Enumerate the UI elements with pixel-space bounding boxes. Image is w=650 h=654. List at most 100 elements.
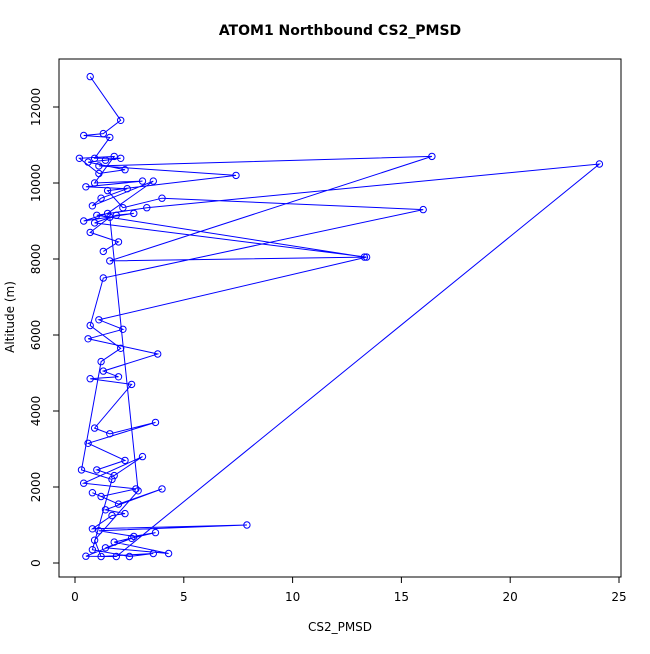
data-point — [130, 209, 138, 218]
data-point — [114, 500, 123, 508]
data-point — [103, 209, 112, 218]
data-point — [86, 72, 94, 81]
x-axis-label: CS2_PMSD — [308, 620, 372, 634]
data-point — [88, 489, 97, 497]
x-tick-label: 5 — [180, 590, 188, 604]
data-point — [121, 456, 129, 465]
data-point — [97, 552, 105, 561]
data-point — [106, 257, 114, 265]
data-point — [138, 452, 147, 461]
data-point — [112, 552, 121, 561]
data-point — [243, 521, 251, 529]
data-point — [121, 509, 129, 518]
data-point — [138, 177, 147, 185]
data-point — [90, 219, 99, 227]
data-point — [119, 204, 127, 212]
y-axis: 0 2000 4000 6000 8000 10000 12000 — [29, 88, 60, 567]
data-point — [117, 116, 125, 125]
data-point — [123, 185, 131, 193]
data-point — [130, 532, 138, 541]
data-point — [99, 129, 108, 138]
data-point — [106, 213, 114, 221]
data-point — [114, 373, 123, 381]
x-tick-label: 10 — [285, 590, 300, 604]
x-axis: 0 5 10 15 20 25 — [71, 576, 627, 604]
y-tick-label: 8000 — [29, 244, 43, 275]
data-point — [84, 158, 92, 166]
data-point — [103, 186, 112, 195]
data-point — [110, 471, 118, 480]
data-point — [80, 131, 88, 140]
data-point — [119, 325, 127, 333]
data-point — [117, 344, 125, 352]
data-point — [86, 228, 94, 237]
y-tick-label: 4000 — [29, 396, 43, 427]
chart-title: ATOM1 Northbound CS2_PMSD — [219, 23, 461, 39]
data-point — [84, 335, 92, 343]
data-point — [158, 194, 166, 202]
data-point — [114, 238, 123, 246]
data-point — [110, 152, 118, 161]
data-point — [151, 418, 160, 427]
data-point — [88, 546, 97, 554]
data-point — [97, 357, 105, 366]
y-tick-label: 12000 — [29, 88, 43, 126]
data-point — [360, 253, 369, 261]
data-point — [149, 549, 158, 558]
data-point — [84, 439, 92, 447]
data-point — [112, 211, 121, 220]
x-tick-label: 25 — [611, 590, 626, 604]
data-point — [88, 525, 97, 533]
data-point — [121, 166, 129, 174]
data-point — [80, 479, 88, 487]
data-point — [232, 171, 240, 180]
data-point — [127, 534, 136, 542]
x-tick-label: 20 — [503, 590, 518, 604]
data-point — [101, 544, 110, 552]
data-point — [93, 466, 101, 474]
data-point — [90, 424, 99, 432]
data-point — [101, 506, 110, 514]
data-point — [86, 375, 94, 383]
data-point — [106, 133, 114, 142]
data-point — [164, 549, 173, 558]
data-point — [110, 538, 118, 546]
data-point — [428, 152, 436, 161]
data-point — [99, 367, 108, 375]
data-point — [75, 154, 84, 163]
data-point — [108, 475, 116, 484]
data-point — [151, 528, 160, 537]
data-point — [595, 160, 604, 168]
data-point — [143, 204, 151, 212]
data-point — [82, 552, 90, 560]
data-point — [125, 552, 134, 561]
data-point — [134, 487, 142, 495]
data-point — [132, 485, 140, 493]
data-point — [158, 485, 166, 493]
data-point — [108, 511, 116, 520]
x-tick-label: 0 — [71, 590, 79, 604]
data-point — [106, 430, 114, 438]
data-point — [95, 162, 103, 170]
data-point — [77, 466, 86, 474]
data-point — [99, 274, 108, 282]
data-point — [86, 321, 94, 330]
data-point — [90, 179, 99, 187]
y-tick-label: 6000 — [29, 320, 43, 351]
data-point — [99, 247, 108, 256]
data-point — [97, 194, 105, 202]
data-point — [97, 492, 105, 501]
data-point — [95, 316, 103, 324]
data-point — [154, 350, 162, 358]
data-point — [90, 154, 99, 163]
data-point — [90, 536, 99, 544]
data-point — [80, 217, 88, 225]
data-point — [362, 253, 371, 261]
data-point — [88, 202, 97, 210]
data-point — [95, 169, 103, 178]
y-tick-label: 2000 — [29, 472, 43, 503]
data-point — [419, 205, 427, 214]
